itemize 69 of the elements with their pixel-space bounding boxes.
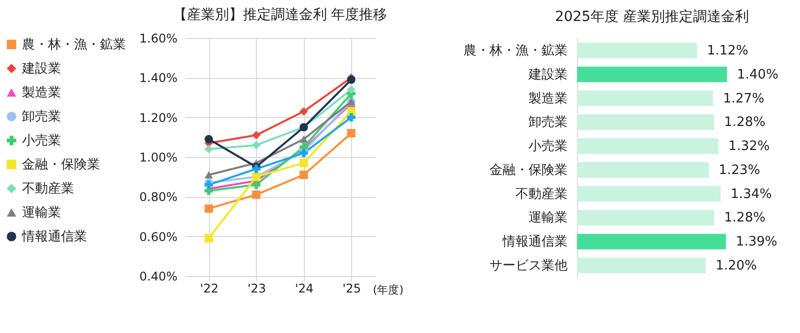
y-tick-label: 小売業 bbox=[528, 139, 568, 154]
bar bbox=[577, 66, 727, 82]
legend-label: 建設業 bbox=[21, 62, 61, 76]
point bbox=[347, 129, 356, 138]
data-label: 1.34% bbox=[730, 186, 772, 202]
bar bbox=[577, 186, 721, 202]
data-label: 1.27% bbox=[723, 91, 764, 106]
data-label: 1.39% bbox=[736, 234, 778, 250]
point bbox=[204, 234, 213, 242]
bar bbox=[577, 114, 714, 130]
point bbox=[252, 180, 260, 189]
legend-label: 不動産業 bbox=[22, 180, 74, 196]
legend-label: 卸売業 bbox=[22, 110, 61, 124]
y-tick-label: 0.40% bbox=[139, 270, 178, 284]
chart-title: 2025年度 産業別推定調達金利 bbox=[554, 9, 750, 25]
y-tick-label: 1.60% bbox=[139, 32, 178, 46]
point bbox=[252, 131, 260, 140]
y-tick-label: 卸売業 bbox=[528, 115, 568, 130]
x-tick-label: '23 bbox=[247, 282, 266, 296]
bar bbox=[577, 162, 709, 178]
x-axis-title: (年度) bbox=[372, 284, 404, 296]
point bbox=[204, 144, 213, 154]
y-tick-label: 0.80% bbox=[139, 190, 178, 204]
bar bbox=[577, 210, 714, 226]
data-label: 1.12% bbox=[707, 44, 748, 59]
point bbox=[204, 171, 213, 178]
legend-label: 情報通信業 bbox=[21, 230, 87, 244]
y-tick-label: 金融・保険業 bbox=[490, 162, 568, 178]
bar bbox=[577, 90, 714, 106]
bar bbox=[577, 234, 726, 250]
legend-label: 製造業 bbox=[22, 86, 61, 100]
y-tick-label: サービス業他 bbox=[490, 258, 568, 274]
y-tick-label: 0.60% bbox=[139, 230, 178, 244]
y-tick-label: 1.20% bbox=[139, 110, 178, 125]
bar bbox=[577, 42, 697, 58]
legend-label: 金融・保険業 bbox=[22, 158, 100, 172]
point bbox=[300, 107, 308, 116]
legend-label: 運輸業 bbox=[22, 206, 61, 220]
point bbox=[347, 113, 356, 122]
chart-title: 【産業別】推定調達金利 年度推移 bbox=[172, 7, 388, 23]
y-tick-label: 運輸業 bbox=[528, 210, 568, 226]
data-label: 1.28% bbox=[724, 210, 766, 226]
y-tick-label: 製造業 bbox=[528, 91, 568, 106]
point bbox=[204, 134, 213, 144]
data-label: 1.32% bbox=[728, 139, 770, 154]
bar bbox=[577, 138, 718, 154]
point bbox=[347, 85, 356, 94]
bar bbox=[577, 258, 706, 274]
point bbox=[300, 170, 308, 180]
point bbox=[300, 136, 308, 143]
x-tick-label: '22 bbox=[200, 282, 219, 296]
legend-label: 小売業 bbox=[22, 134, 61, 148]
y-tick-label: 農・林・漁・鉱業 bbox=[464, 44, 568, 59]
x-tick-label: '25 bbox=[342, 282, 362, 296]
point bbox=[300, 158, 308, 168]
data-label: 1.20% bbox=[716, 258, 757, 274]
y-tick-label: 1.00% bbox=[139, 150, 178, 164]
y-tick-label: 情報通信業 bbox=[502, 234, 568, 250]
y-tick-label: 不動産業 bbox=[516, 186, 568, 202]
point bbox=[252, 140, 260, 150]
data-label: 1.28% bbox=[724, 115, 766, 130]
legend-label: 農・林・漁・鉱業 bbox=[22, 38, 126, 52]
y-tick-label: 建設業 bbox=[528, 67, 568, 82]
data-label: 1.23% bbox=[718, 162, 760, 178]
data-label: 1.40% bbox=[737, 67, 778, 82]
y-tick-label: 1.40% bbox=[139, 71, 178, 86]
point bbox=[204, 204, 213, 213]
point bbox=[252, 190, 260, 199]
x-tick-label: '24 bbox=[294, 282, 314, 296]
